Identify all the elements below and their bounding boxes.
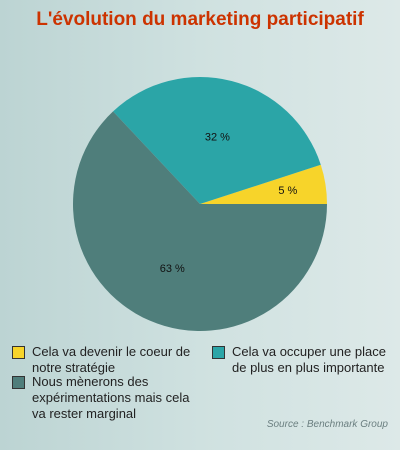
pie-slice-marginal xyxy=(73,111,328,331)
pie-label-marginal: 63 % xyxy=(160,263,185,275)
pie-slice-coeur xyxy=(200,164,327,204)
legend-item-importante: Cela va occuper une place de plus en plu… xyxy=(212,344,397,376)
legend-swatch-marginal xyxy=(12,376,25,389)
pie-chart: 5 % 32 % 63 % xyxy=(73,76,328,331)
legend-label-coeur: Cela va devenir le coeur de notre straté… xyxy=(32,344,191,375)
legend-label-marginal: Nous mènerons des expérimentations mais … xyxy=(32,374,190,421)
legend-item-coeur: Cela va devenir le coeur de notre straté… xyxy=(12,344,192,376)
pie-label-coeur: 5 % xyxy=(278,185,297,197)
source-note: Source : Benchmark Group xyxy=(266,419,388,430)
pie-label-importante: 32 % xyxy=(205,131,230,143)
legend-label-importante: Cela va occuper une place de plus en plu… xyxy=(232,344,386,375)
legend-swatch-coeur xyxy=(12,346,25,359)
chart-title: L'évolution du marketing participatif xyxy=(36,9,364,30)
legend-item-marginal: Nous mènerons des expérimentations mais … xyxy=(12,374,202,422)
legend-swatch-importante xyxy=(212,346,225,359)
pie-slice-importante xyxy=(113,76,321,204)
